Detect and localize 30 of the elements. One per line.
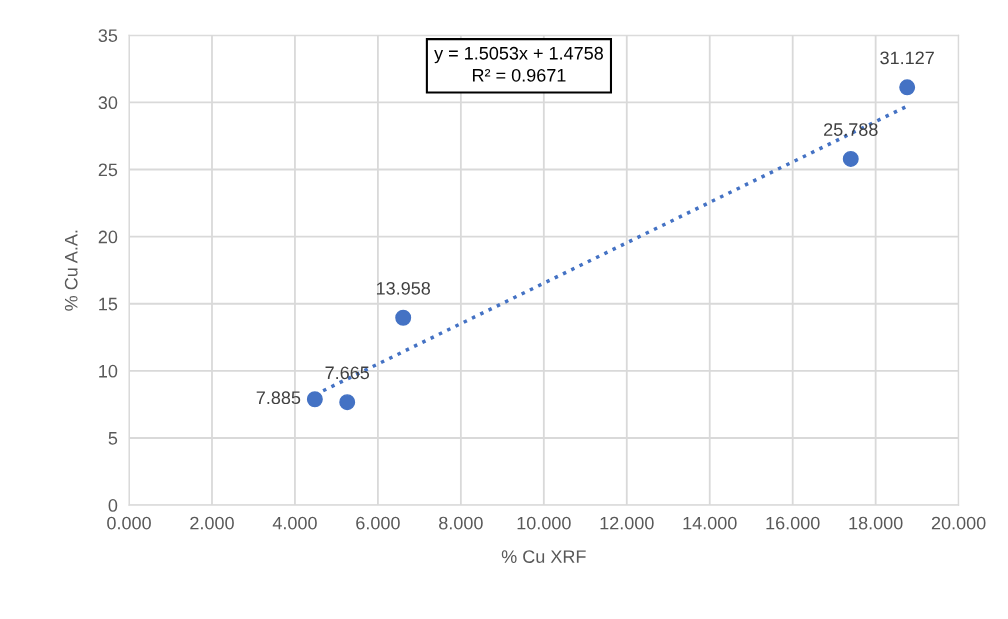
point bbox=[842, 150, 859, 167]
data-label: 13.958 bbox=[376, 281, 431, 295]
point bbox=[339, 394, 356, 411]
point bbox=[395, 309, 412, 326]
x-tick-label: 12.000 bbox=[600, 516, 654, 530]
x-tick-label: 20.000 bbox=[931, 516, 986, 530]
y-axis-title: % Cu A.A. bbox=[64, 230, 78, 311]
y-tick-label: 5 bbox=[108, 432, 118, 445]
y-tick-label: 30 bbox=[98, 96, 118, 110]
x-tick-label: 0.000 bbox=[107, 516, 151, 530]
data-label: 31.127 bbox=[880, 51, 934, 65]
y-tick-label: 15 bbox=[99, 297, 118, 311]
y-tick-label: 10 bbox=[99, 364, 118, 378]
data-label: 7.885 bbox=[256, 391, 301, 405]
x-tick-label: 6.000 bbox=[356, 516, 400, 530]
x-tick-label: 8.000 bbox=[439, 516, 483, 530]
y-tick-label: 0 bbox=[108, 499, 118, 512]
y-tick-label: 35 bbox=[98, 29, 118, 42]
x-tick-label: 10.000 bbox=[517, 516, 571, 530]
x-axis-title: % Cu XRF bbox=[501, 550, 586, 563]
annotation: y = 1.5053x + 1.4758 R² = 0.9671 bbox=[434, 46, 603, 82]
x-tick-label: 18.000 bbox=[849, 516, 903, 530]
y-tick-label: 25 bbox=[98, 163, 118, 177]
x-tick-label: 4.000 bbox=[272, 516, 317, 530]
y-tick-label: 20 bbox=[98, 230, 118, 244]
x-tick-label: 2.000 bbox=[190, 516, 234, 530]
point bbox=[899, 79, 916, 96]
x-tick-label: 14.000 bbox=[683, 516, 737, 530]
point bbox=[306, 391, 323, 408]
x-tick-label: 16.000 bbox=[766, 516, 820, 530]
